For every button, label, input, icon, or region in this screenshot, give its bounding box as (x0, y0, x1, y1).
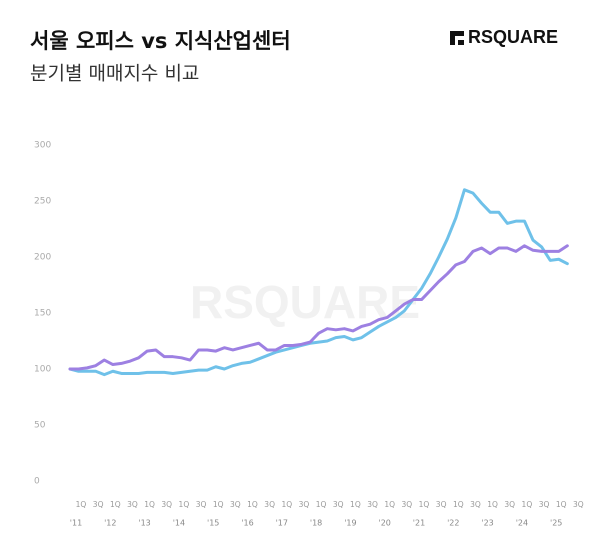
x-tick-label: 3Q (333, 500, 344, 509)
watermark: RSQUARE (190, 276, 420, 328)
x-group-label: '12 (104, 519, 116, 528)
x-tick-label: 3Q (161, 500, 172, 509)
x-group-label: '14 (173, 519, 185, 528)
chart-subtitle: 분기별 매매지수 비교 (30, 63, 199, 85)
x-tick-label: 1Q (556, 500, 567, 509)
x-tick-label: 1Q (384, 500, 395, 509)
x-tick-label: 3Q (573, 500, 584, 509)
chart-title: 서울 오피스 vs 지식산업센터 (30, 29, 291, 53)
x-group-label: '13 (138, 519, 150, 528)
x-tick-label: 3Q (402, 500, 413, 509)
x-tick-label: 1Q (316, 500, 327, 509)
x-tick-label: 1Q (281, 500, 292, 509)
logo-text: RSQUARE (468, 27, 558, 47)
y-tick-label: 50 (34, 421, 46, 431)
logo-icon (450, 31, 464, 45)
x-tick-label: 3Q (230, 500, 241, 509)
x-group-label: '11 (70, 519, 82, 528)
x-tick-label: 1Q (247, 500, 258, 509)
x-tick-label: 1Q (144, 500, 155, 509)
x-tick-label: 3Q (470, 500, 481, 509)
x-tick-label: 1Q (419, 500, 430, 509)
y-tick-label: 300 (34, 141, 51, 151)
x-tick-label: 3Q (299, 500, 310, 509)
x-tick-label: 3Q (264, 500, 275, 509)
x-tick-label: 3Q (539, 500, 550, 509)
y-tick-label: 250 (34, 197, 51, 207)
y-tick-label: 150 (34, 309, 51, 319)
x-tick-label: 3Q (93, 500, 104, 509)
x-group-label: '23 (481, 519, 493, 528)
x-tick-label: 3Q (196, 500, 207, 509)
x-tick-label: 1Q (110, 500, 121, 509)
x-group-label: '20 (379, 519, 391, 528)
x-group-label: '19 (344, 519, 356, 528)
y-tick-label: 0 (34, 477, 40, 487)
series-line (68, 188, 569, 377)
x-group-label: '24 (516, 519, 528, 528)
x-tick-label: 1Q (522, 500, 533, 509)
x-group-label: '22 (447, 519, 459, 528)
y-tick-label: 100 (34, 365, 51, 375)
series-line (68, 244, 569, 371)
x-group-label: '16 (241, 519, 253, 528)
x-tick-label: 1Q (487, 500, 498, 509)
x-tick-label: 1Q (453, 500, 464, 509)
x-group-label: '17 (276, 519, 288, 528)
x-tick-label: 1Q (350, 500, 361, 509)
x-tick-label: 3Q (436, 500, 447, 509)
x-group-label: '18 (310, 519, 322, 528)
logo: RSQUARE (450, 27, 558, 47)
x-group-label: '21 (413, 519, 425, 528)
x-group-label: '15 (207, 519, 219, 528)
x-tick-label: 1Q (213, 500, 224, 509)
x-tick-label: 1Q (179, 500, 190, 509)
x-group-label: '25 (550, 519, 562, 528)
x-tick-label: 3Q (367, 500, 378, 509)
x-tick-label: 1Q (76, 500, 87, 509)
x-tick-label: 3Q (127, 500, 138, 509)
y-tick-label: 200 (34, 253, 51, 263)
x-tick-label: 3Q (504, 500, 515, 509)
